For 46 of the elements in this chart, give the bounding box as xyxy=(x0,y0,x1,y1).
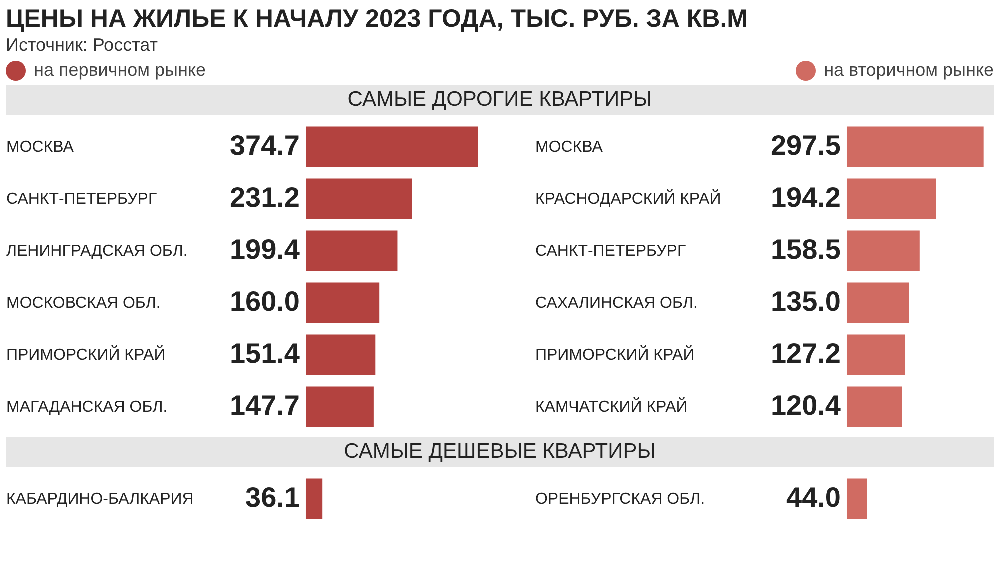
bar xyxy=(846,282,910,324)
bar xyxy=(306,126,478,168)
y-tick-label: КАМЧАТСКИЙ КРАЙ xyxy=(535,397,688,416)
legend-label: на первичном рынке xyxy=(34,60,206,81)
legend-label: на вторичном рынке xyxy=(824,60,994,81)
y-tick-label: ПРИМОРСКИЙ КРАЙ xyxy=(6,345,166,364)
data-label: 374.7 xyxy=(230,130,300,161)
data-label: 36.1 xyxy=(246,482,300,513)
y-tick-label: ЛЕНИНГРАДСКАЯ ОБЛ. xyxy=(6,243,188,260)
y-tick-label: САНКТ-ПЕТЕРБУРГ xyxy=(6,191,158,208)
y-tick-label: МОСКВА xyxy=(6,139,74,156)
data-label: 44.0 xyxy=(786,482,841,513)
bar xyxy=(846,126,984,168)
bar xyxy=(306,178,412,220)
data-label: 151.4 xyxy=(230,338,300,369)
bar xyxy=(306,334,376,376)
chart-title: ЦЕНЫ НА ЖИЛЬЕ К НАЧАЛУ 2023 ГОДА, ТЫС. РУБ. ЗА КВ.М xyxy=(6,4,750,34)
data-label: 194.2 xyxy=(770,182,841,213)
data-label: 147.7 xyxy=(230,390,300,421)
bar xyxy=(306,230,398,272)
bar xyxy=(306,386,374,428)
y-tick-label: САХАЛИНСКАЯ ОБЛ. xyxy=(535,295,698,312)
bar xyxy=(846,230,920,272)
data-label: 160.0 xyxy=(230,286,300,317)
y-tick-label: КРАСНОДАРСКИЙ КРАЙ xyxy=(535,189,722,208)
data-label: 135.0 xyxy=(770,286,841,317)
data-label: 158.5 xyxy=(770,234,841,265)
y-tick-label: КАБАРДИНО-БАЛКАРИЯ xyxy=(6,491,194,508)
text: САМЫЕ ДЕШЕВЫЕ КВАРТИРЫ xyxy=(6,437,994,467)
data-label: 199.4 xyxy=(230,234,300,265)
data-label: 297.5 xyxy=(770,130,841,161)
y-tick-label: ПРИМОРСКИЙ КРАЙ xyxy=(535,345,695,364)
bar xyxy=(846,334,906,376)
y-tick-label: МОСКВА xyxy=(535,139,604,156)
bar xyxy=(306,282,380,324)
data-label: 231.2 xyxy=(230,182,300,213)
bar xyxy=(846,178,936,220)
y-tick-label: МАГАДАНСКАЯ ОБЛ. xyxy=(6,399,168,416)
y-tick-label: ОРЕНБУРГСКАЯ ОБЛ. xyxy=(535,491,705,508)
y-tick-label: САНКТ-ПЕТЕРБУРГ xyxy=(535,243,686,260)
data-label: 120.4 xyxy=(770,390,842,421)
text: Источник: Росстат xyxy=(6,34,159,56)
data-label: 127.2 xyxy=(770,338,841,369)
bar xyxy=(846,386,902,428)
text: САМЫЕ ДОРОГИЕ КВАРТИРЫ xyxy=(6,85,994,115)
y-tick-label: МОСКОВСКАЯ ОБЛ. xyxy=(6,295,161,312)
